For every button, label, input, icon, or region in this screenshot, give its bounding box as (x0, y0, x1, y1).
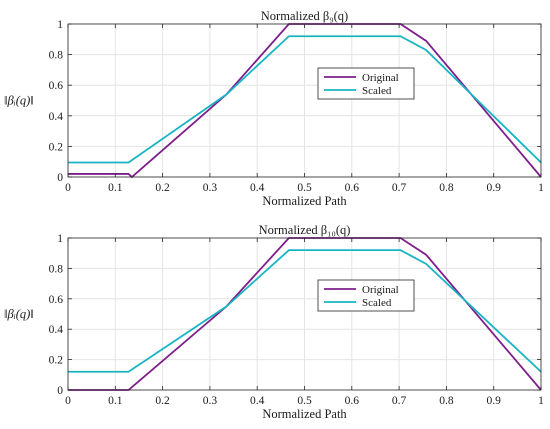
legend-box (317, 67, 415, 100)
y-tick-label: 0 (57, 385, 63, 397)
x-tick-label: 0.7 (392, 182, 407, 194)
x-tick-label: 0 (65, 182, 71, 194)
y-tick-label: 0.8 (49, 50, 64, 62)
y-tick-label: 0.6 (49, 294, 64, 306)
x-tick-label: 0.9 (487, 395, 502, 407)
x-tick-label: 0.4 (250, 395, 265, 407)
legend-label-original: Original (362, 284, 399, 296)
x-tick-label: 0.6 (345, 395, 360, 407)
x-tick-label: 0.4 (250, 182, 265, 194)
legend-label-original: Original (362, 72, 399, 84)
x-axis-label: Normalized Path (262, 194, 347, 208)
x-tick-label: 0.3 (203, 395, 218, 407)
y-tick-label: 0.4 (49, 324, 64, 336)
x-tick-label: 0.9 (487, 182, 502, 194)
chart-panel-1: 0 0.1 0.2 0.3 0.4 0.5 0.6 0.7 0.8 0.9 1 0 0.2 0.4 0.6 0… (4, 9, 544, 208)
x-tick-label: 0.2 (155, 395, 170, 407)
legend-label-scaled: Scaled (362, 85, 392, 97)
y-tick-label: 0.2 (49, 141, 64, 153)
series-line-scaled (68, 249, 542, 373)
x-tick-label: 0.8 (439, 395, 454, 407)
series-line-original (68, 23, 542, 179)
chart-panel-2: 0 0.1 0.2 0.3 0.4 0.5 0.6 0.7 0.8 0.9 1 0 0.2 0.4 0.6 0… (4, 223, 544, 421)
y-tick-label: 0.4 (49, 111, 64, 123)
x-tick-label: 0.5 (297, 395, 312, 407)
series-line-scaled (68, 35, 542, 164)
legend-box (317, 279, 415, 312)
y-tick-label: 0 (57, 172, 63, 184)
y-tick-label: 1 (57, 19, 63, 31)
y-axis-label: ‖βᵢ(q)‖ (4, 94, 34, 108)
x-tick-label: 1 (538, 395, 544, 407)
y-tick-label: 0.2 (49, 355, 64, 367)
x-tick-label: 0.1 (108, 395, 123, 407)
chart-title: Normalized β₁₀(q) (259, 223, 351, 237)
chart-title: Normalized β₉(q) (261, 9, 348, 23)
x-axis-label: Normalized Path (262, 407, 347, 421)
x-tick-label: 0.5 (297, 182, 312, 194)
y-tick-label: 0.8 (49, 263, 64, 275)
x-tick-label: 0.1 (108, 182, 123, 194)
y-tick-label: 1 (57, 233, 63, 245)
y-tick-label: 0.6 (49, 80, 64, 92)
x-tick-label: 0.7 (392, 395, 407, 407)
x-tick-label: 0 (65, 395, 71, 407)
x-tick-label: 0.6 (345, 182, 360, 194)
y-axis-label: ‖βᵢ(q)‖ (4, 307, 34, 321)
x-tick-label: 0.2 (155, 182, 170, 194)
x-tick-label: 1 (538, 182, 544, 194)
x-tick-label: 0.8 (439, 182, 454, 194)
x-tick-label: 0.3 (203, 182, 218, 194)
legend-label-scaled: Scaled (362, 297, 392, 309)
